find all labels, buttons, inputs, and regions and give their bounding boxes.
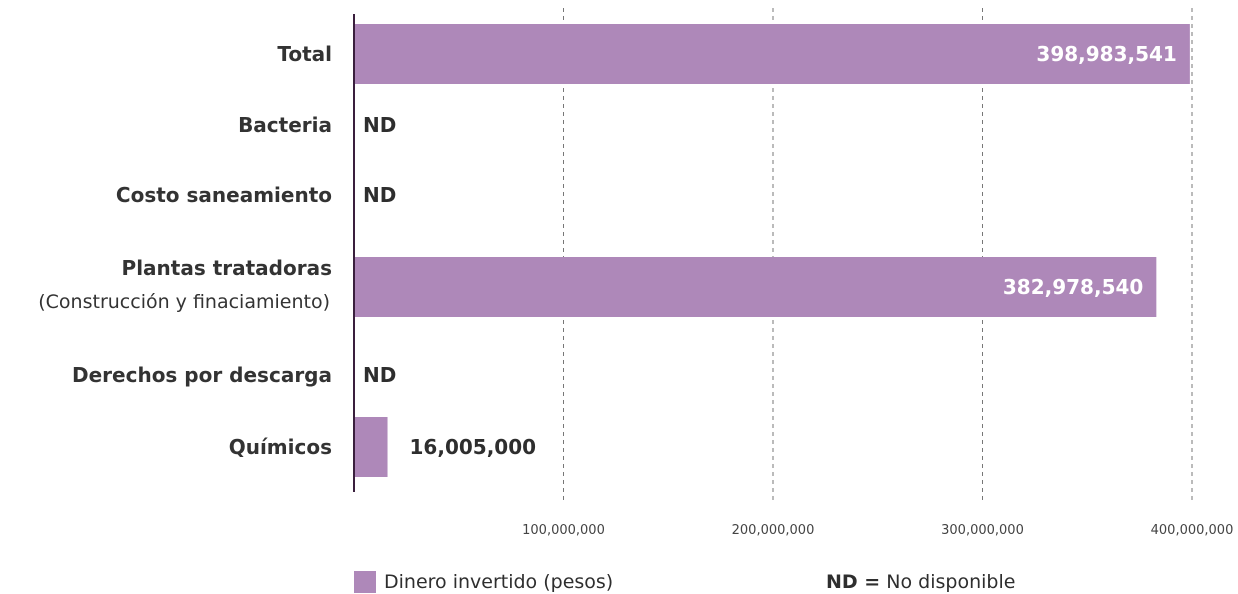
bar [354,257,1157,317]
category-label: Derechos por descarga [72,363,332,387]
category-labels: Total Bacteria Costo saneamiento Plantas tr… [38,42,332,459]
value-label: 382,978,540 [1003,275,1143,299]
legend-series-label: Dinero invertido (pesos) [384,571,614,593]
x-tick-label: 400,000,000 [1151,523,1234,538]
value-label: ND [363,113,396,137]
value-label: 398,983,541 [1036,42,1176,66]
category-label: Bacteria [238,113,332,137]
value-label: ND [363,183,396,207]
category-label: Costo saneamiento [116,183,332,207]
value-labels: 398,983,541 ND ND 382,978,540 ND 16,005,000 [363,42,1177,459]
value-label: ND [363,363,396,387]
bars [354,24,1190,477]
value-label: 16,005,000 [410,435,537,459]
legend-nd: ND = No disponible [826,570,1015,594]
x-tick-label: 100,000,000 [522,523,605,538]
category-label: Químicos [229,435,332,459]
legend-swatch [354,571,376,593]
bar [354,417,388,477]
grid-lines [563,8,1193,503]
x-tick-label: 300,000,000 [941,523,1024,538]
legend-series: Dinero invertido (pesos) [354,570,613,594]
x-tick-labels: 100,000,000 200,000,000 300,000,000 400,000… [522,523,1233,538]
category-label: Total [277,42,332,66]
x-tick-label: 200,000,000 [732,523,815,538]
bar [354,24,1190,84]
legend-nd-meaning: No disponible [886,571,1016,593]
category-label: Plantas tratadoras [122,256,332,280]
category-sublabel: (Construcción y finaciamiento) [38,291,330,313]
legend-nd-key: ND = [826,571,881,593]
